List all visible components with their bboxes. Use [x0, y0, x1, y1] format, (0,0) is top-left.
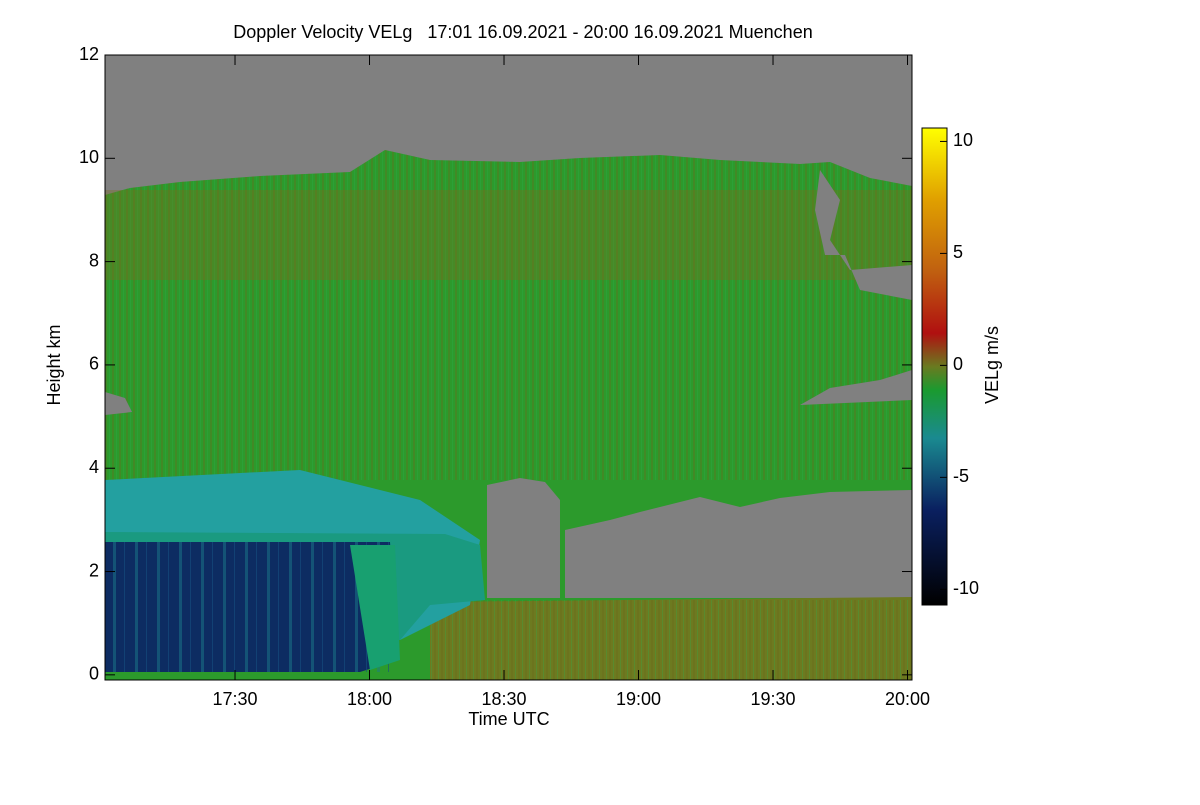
x-tick-label: 17:30	[212, 689, 257, 709]
y-tick-label: 10	[79, 147, 99, 167]
colorbar-tick-label: -5	[953, 466, 969, 486]
colorbar-label: VELg m/s	[982, 326, 1002, 404]
y-tick-label: 2	[89, 560, 99, 580]
x-tick-label: 18:30	[481, 689, 526, 709]
x-tick-label: 19:30	[750, 689, 795, 709]
colorbar-tick-label: 5	[953, 242, 963, 262]
x-tick-label: 20:00	[885, 689, 930, 709]
x-tick-label: 19:00	[616, 689, 661, 709]
y-tick-label: 12	[79, 44, 99, 64]
x-tick-label: 18:00	[347, 689, 392, 709]
colorbar-tick-label: 10	[953, 130, 973, 150]
field	[105, 55, 912, 680]
y-tick-label: 6	[89, 354, 99, 374]
chart-title: Doppler Velocity VELg 17:01 16.09.2021 -…	[233, 22, 812, 42]
y-tick-label: 4	[89, 457, 99, 477]
y-tick-label: 0	[89, 664, 99, 684]
y-tick-label: 8	[89, 250, 99, 270]
colorbar-tick-label: -10	[953, 578, 979, 598]
y-axis-label: Height km	[44, 324, 64, 405]
colorbar	[921, 127, 948, 606]
x-axis-label: Time UTC	[468, 709, 549, 729]
colorbar-tick-label: 0	[953, 354, 963, 374]
plot-frame	[104, 54, 913, 681]
